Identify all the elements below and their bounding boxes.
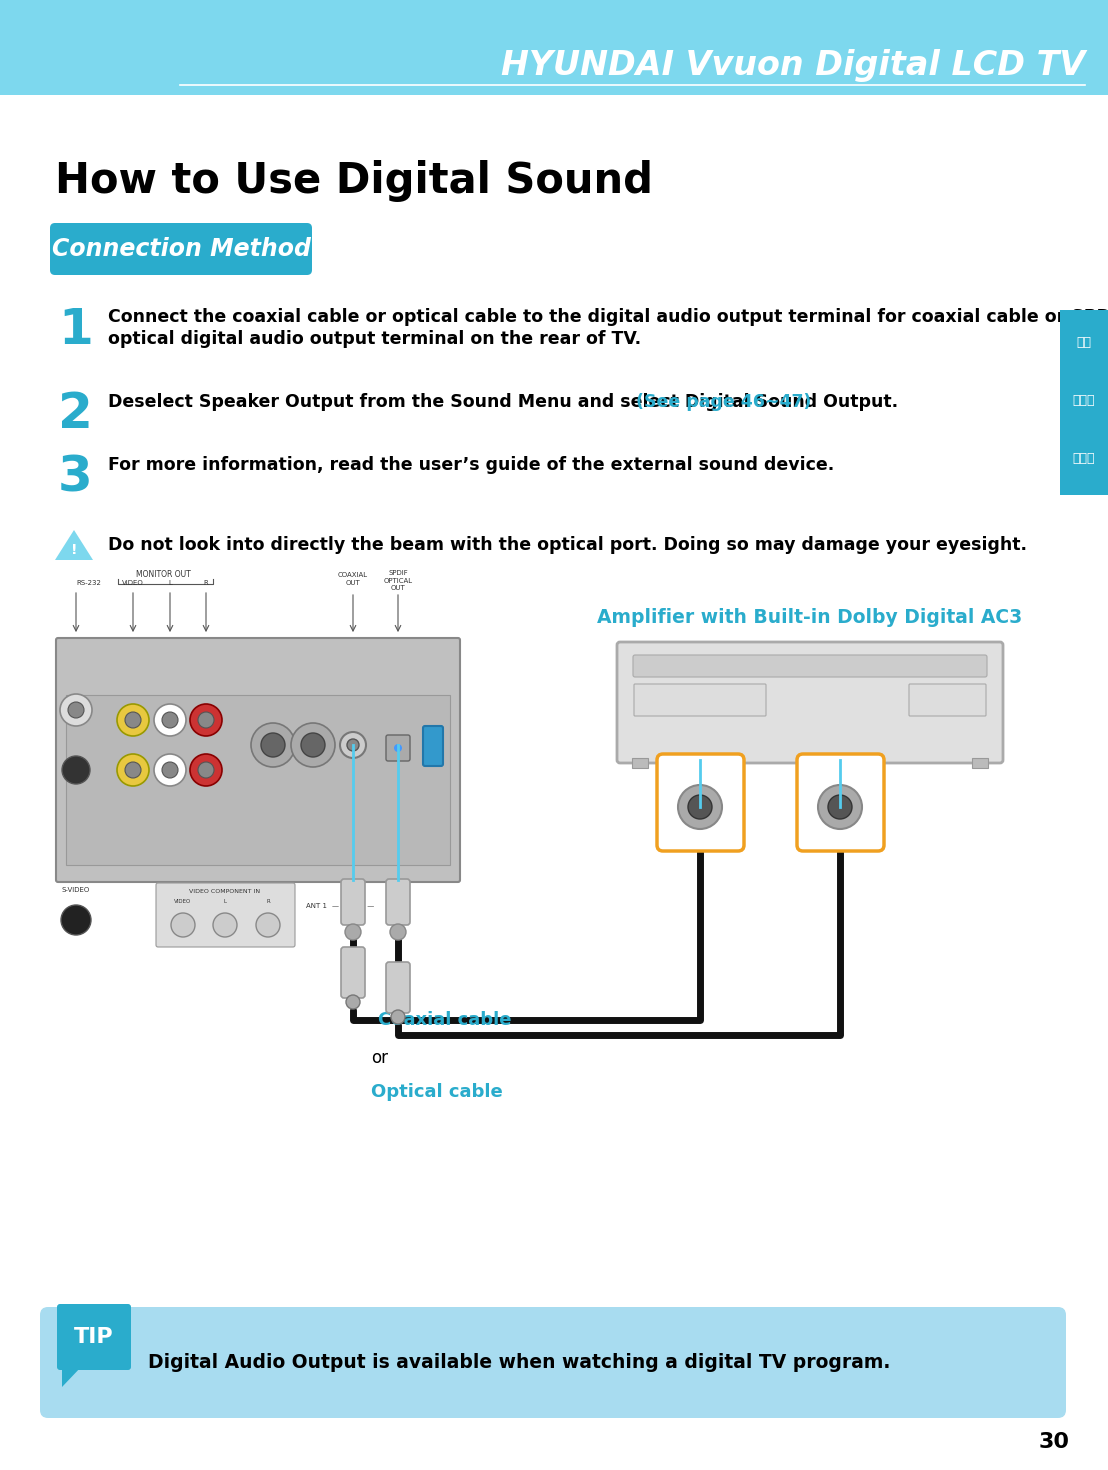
- Text: 1: 1: [58, 306, 93, 354]
- Polygon shape: [55, 531, 93, 560]
- Circle shape: [345, 925, 361, 939]
- Text: 2: 2: [58, 390, 93, 438]
- Circle shape: [391, 1010, 406, 1025]
- FancyBboxPatch shape: [50, 223, 312, 275]
- Text: (See page 46~47): (See page 46~47): [630, 392, 811, 412]
- FancyBboxPatch shape: [386, 879, 410, 925]
- Text: Do not look into directly the beam with the optical port. Doing so may damage yo: Do not look into directly the beam with …: [107, 537, 1027, 554]
- Circle shape: [162, 761, 178, 778]
- Circle shape: [198, 761, 214, 778]
- Circle shape: [394, 744, 402, 753]
- Text: or: or: [371, 1050, 388, 1067]
- Circle shape: [678, 785, 722, 829]
- Text: Connection Method: Connection Method: [52, 237, 310, 262]
- Text: TIP: TIP: [74, 1327, 114, 1347]
- Circle shape: [154, 754, 186, 786]
- Text: R: R: [204, 581, 208, 587]
- Bar: [632, 759, 648, 767]
- Bar: [972, 759, 988, 767]
- Text: optical digital audio output terminal on the rear of TV.: optical digital audio output terminal on…: [107, 329, 642, 348]
- Circle shape: [347, 739, 359, 751]
- Bar: [0, 0, 1108, 96]
- FancyBboxPatch shape: [634, 684, 766, 716]
- Circle shape: [301, 734, 325, 757]
- FancyBboxPatch shape: [57, 1304, 131, 1370]
- FancyBboxPatch shape: [341, 879, 365, 925]
- Text: MONITOR OUT: MONITOR OUT: [135, 570, 191, 579]
- Circle shape: [291, 723, 335, 767]
- Text: L: L: [224, 900, 226, 904]
- FancyBboxPatch shape: [57, 638, 460, 882]
- Circle shape: [346, 995, 360, 1008]
- Circle shape: [828, 795, 852, 819]
- Text: 3: 3: [58, 453, 93, 501]
- Text: 븜렉: 븜렉: [1077, 335, 1091, 348]
- FancyBboxPatch shape: [341, 947, 365, 998]
- Circle shape: [340, 732, 366, 759]
- Circle shape: [162, 711, 178, 728]
- FancyBboxPatch shape: [909, 684, 986, 716]
- FancyBboxPatch shape: [40, 1307, 1066, 1419]
- FancyBboxPatch shape: [797, 754, 884, 851]
- Text: R: R: [266, 900, 270, 904]
- Text: VIDEO COMPONENT IN: VIDEO COMPONENT IN: [189, 889, 260, 894]
- Text: 리모콘: 리모콘: [1073, 394, 1095, 407]
- Circle shape: [117, 754, 148, 786]
- Circle shape: [261, 734, 285, 757]
- Text: ANT 2: ANT 2: [388, 903, 409, 908]
- FancyBboxPatch shape: [423, 726, 443, 766]
- Circle shape: [198, 711, 214, 728]
- Bar: [66, 695, 450, 864]
- Polygon shape: [62, 1366, 82, 1388]
- Bar: [1060, 310, 1108, 495]
- Text: VIDEO: VIDEO: [174, 900, 192, 904]
- Text: Deselect Speaker Output from the Sound Menu and select Digital Sound Output.: Deselect Speaker Output from the Sound M…: [107, 392, 899, 412]
- Circle shape: [68, 703, 84, 717]
- Circle shape: [688, 795, 712, 819]
- Text: 스피커: 스피커: [1073, 451, 1095, 465]
- Circle shape: [154, 704, 186, 736]
- FancyBboxPatch shape: [617, 642, 1003, 763]
- Circle shape: [125, 711, 141, 728]
- Circle shape: [117, 704, 148, 736]
- Text: Amplifier with Built-in Dolby Digital AC3: Amplifier with Built-in Dolby Digital AC…: [597, 609, 1023, 628]
- Circle shape: [61, 906, 91, 935]
- Circle shape: [818, 785, 862, 829]
- Circle shape: [189, 704, 222, 736]
- Text: VIDEO: VIDEO: [122, 581, 144, 587]
- Text: !: !: [71, 542, 78, 557]
- Circle shape: [171, 913, 195, 936]
- Text: SPDIF
OPTICAL
OUT: SPDIF OPTICAL OUT: [383, 570, 412, 591]
- Text: Digital Audio Output is available when watching a digital TV program.: Digital Audio Output is available when w…: [148, 1352, 891, 1372]
- Circle shape: [62, 756, 90, 784]
- Text: 30: 30: [1039, 1432, 1070, 1452]
- Text: L: L: [168, 581, 172, 587]
- FancyBboxPatch shape: [386, 961, 410, 1013]
- FancyBboxPatch shape: [657, 754, 743, 851]
- FancyBboxPatch shape: [633, 656, 987, 678]
- Circle shape: [213, 913, 237, 936]
- Text: HYUNDAI Vvuon Digital LCD TV: HYUNDAI Vvuon Digital LCD TV: [501, 49, 1085, 82]
- Text: COAXIAL
OUT: COAXIAL OUT: [338, 572, 368, 585]
- Text: Coaxial cable: Coaxial cable: [378, 1011, 512, 1029]
- FancyBboxPatch shape: [386, 735, 410, 761]
- Circle shape: [256, 913, 280, 936]
- Text: Optical cable: Optical cable: [371, 1083, 503, 1101]
- Text: ANT 1: ANT 1: [306, 903, 327, 908]
- Text: How to Use Digital Sound: How to Use Digital Sound: [55, 160, 653, 201]
- Circle shape: [252, 723, 295, 767]
- Circle shape: [125, 761, 141, 778]
- Circle shape: [60, 694, 92, 726]
- FancyBboxPatch shape: [156, 883, 295, 947]
- Text: RS-232: RS-232: [76, 581, 101, 587]
- Text: S-VIDEO: S-VIDEO: [62, 886, 90, 892]
- Text: Connect the coaxial cable or optical cable to the digital audio output terminal : Connect the coaxial cable or optical cab…: [107, 309, 1108, 326]
- Text: — ANT IN —: — ANT IN —: [332, 903, 375, 908]
- Text: For more information, read the user’s guide of the external sound device.: For more information, read the user’s gu…: [107, 456, 834, 473]
- Circle shape: [189, 754, 222, 786]
- Circle shape: [390, 925, 406, 939]
